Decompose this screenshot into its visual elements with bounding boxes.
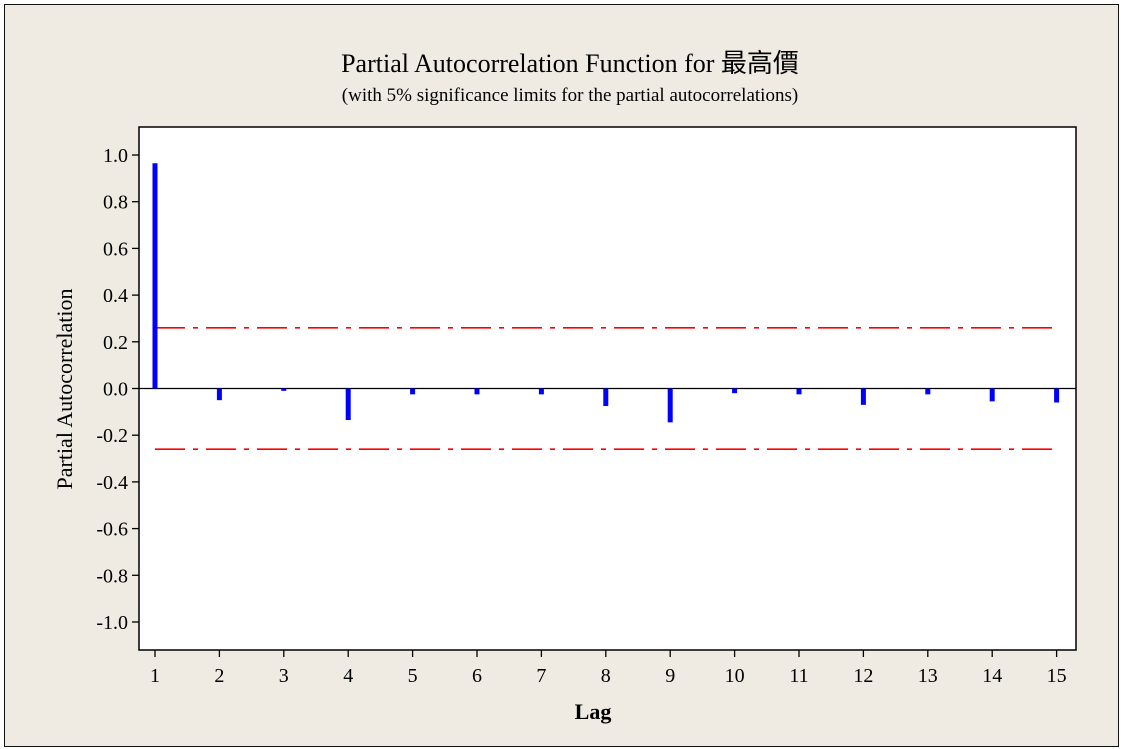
y-tick-label: -0.6: [96, 519, 128, 541]
x-axis: 1 2 3 4 5 6 7 8 9 10 11 12 13 14 15: [150, 650, 1067, 687]
x-tick-label: 15: [1047, 665, 1067, 687]
y-tick-label: -0.2: [96, 425, 128, 447]
x-tick-label: 3: [279, 665, 289, 687]
x-tick-label: 4: [343, 665, 353, 687]
x-tick-label: 1: [150, 665, 160, 687]
y-tick-label: 0.6: [103, 238, 128, 260]
y-tick-label: 0.2: [103, 332, 128, 354]
x-tick-label: 10: [725, 665, 745, 687]
x-axis-label: Lag: [575, 699, 612, 724]
y-tick-label: 0.4: [103, 285, 128, 307]
x-tick-label: 14: [982, 665, 1002, 687]
x-tick-label: 7: [536, 665, 546, 687]
x-tick-label: 12: [853, 665, 873, 687]
x-tick-label: 6: [472, 665, 482, 687]
chart-title: Partial Autocorrelation Function for 最高價: [341, 49, 799, 78]
y-tick-label: 1.0: [103, 145, 128, 167]
y-tick-label: 0.0: [103, 379, 128, 401]
bars: [152, 163, 1060, 423]
x-tick-label: 8: [601, 665, 611, 687]
pacf-chart: Partial Autocorrelation Function for 最高價…: [52, 49, 1077, 724]
y-tick-label: -1.0: [96, 612, 128, 634]
x-tick-label: 11: [789, 665, 808, 687]
y-tick-label: -0.8: [96, 565, 128, 587]
x-tick-label: 9: [665, 665, 675, 687]
x-tick-label: 2: [214, 665, 224, 687]
y-tick-label: -0.4: [96, 472, 128, 494]
y-axis-label: Partial Autocorrelation: [52, 289, 77, 490]
x-tick-label: 5: [408, 665, 418, 687]
y-axis: 1.0 0.8 0.6 0.4 0.2 0.0 -0.2 -0.4 -0.6 -0.8 -1.0: [96, 145, 139, 634]
y-tick-label: 0.8: [103, 192, 128, 214]
x-tick-label: 13: [918, 665, 938, 687]
chart-subtitle: (with 5% significance limits for the par…: [342, 85, 798, 106]
chart-frame: Partial Autocorrelation Function for 最高價…: [4, 4, 1119, 747]
significance-limits: [155, 326, 1057, 451]
